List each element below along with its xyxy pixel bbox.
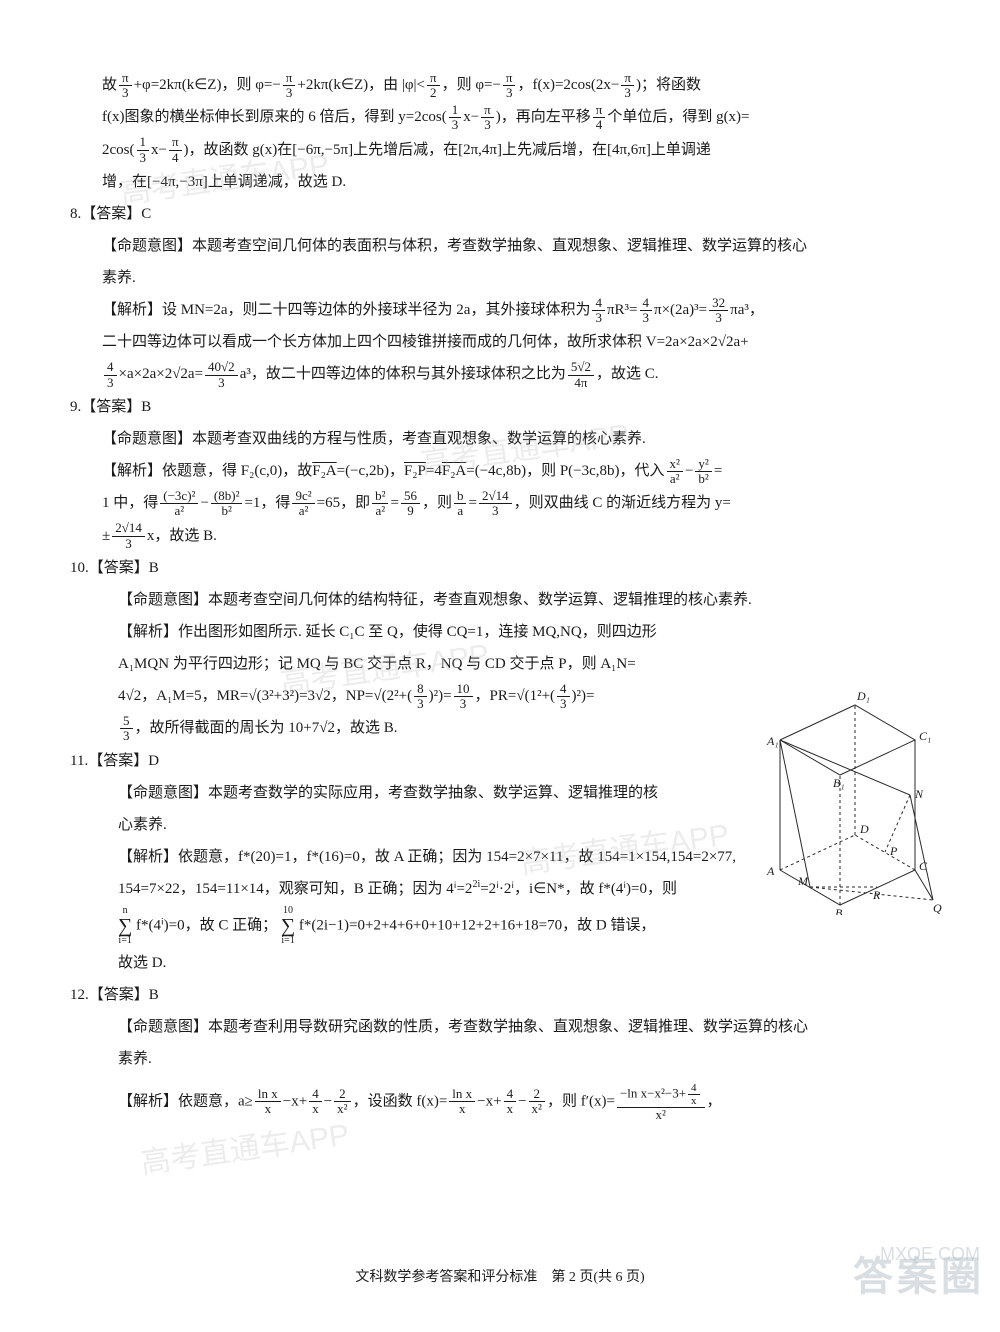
q10-intent: 【命题意图】本题考查空间几何体的结构特征，考查直观想象、数学运算、逻辑推理的核心… [70,585,940,615]
q7-line4: 增，在[−4π,−3π]上单调递减，故选 D. [70,167,940,197]
q9-l3: ±2√143x，故选 B. [70,521,940,551]
svg-text:R: R [872,888,881,902]
q8-l3: 43×a×2a×2√2a=40√23a³，故二十四等边体的体积与其外接球体积之比… [70,359,940,389]
svg-text:P: P [889,844,898,858]
q9-intent: 【命题意图】本题考查双曲线的方程与性质，考查直观想象、数学运算的核心素养. [70,424,940,454]
svg-text:M: M [797,874,809,888]
q10-l1: 【解析】作出图形如图所示. 延长 C₁C 至 Q，使得 CQ=1，连接 MQ,N… [70,617,940,647]
svg-text:A: A [766,864,775,878]
q8-l2: 二十四等边体可以看成一个长方体加上四个四棱锥拼接而成的几何体，故所求体积 V=2… [70,327,940,357]
q12-answer: 12.【答案】B [70,980,940,1010]
q7-line2: f(x)图象的横坐标伸长到原来的 6 倍后，得到 y=2cos(13x−π3)，… [70,102,940,132]
svg-text:C₁: C₁ [919,729,931,743]
q8-l1: 【解析】设 MN=2a，则二十四等边体的外接球半径为 2a，其外接球体积为43π… [70,295,940,325]
svg-text:B₁: B₁ [833,776,845,790]
q9-l2: 1 中，得(−3c)²a²−(8b)²b²=1，得9c²a²=65，即b²a²=… [70,488,940,518]
q12-intent: 【命题意图】本题考查利用导数研究函数的性质，考查数学抽象、直观想象、逻辑推理、数… [70,1012,940,1042]
q12-intent2: 素养. [70,1044,940,1074]
q8-intent2: 素养. [70,263,940,293]
q9-l1: 【解析】依题意，得 F₂(c,0)，故F₂A=(−c,2b)，F₂P=4F₂A=… [70,456,940,486]
q8-answer: 8.【答案】C [70,199,940,229]
svg-text:C: C [919,859,928,873]
q12-l1: 【解析】依题意，a≥ln xx−x+4x−2x²，设函数 f(x)=ln xx−… [70,1082,940,1122]
svg-text:D₁: D₁ [856,689,870,703]
q9-answer: 9.【答案】B [70,392,940,422]
svg-text:N: N [914,787,924,801]
q7-line1: 故π3+φ=2kπ(k∈Z)，则 φ=−π3+2kπ(k∈Z)，由 |φ|<π2… [70,70,940,100]
page-content: 故π3+φ=2kπ(k∈Z)，则 φ=−π3+2kπ(k∈Z)，由 |φ|<π2… [70,70,940,1122]
q7-line3: 2cos(13x−π4)，故函数 g(x)在[−6π,−5π]上先增后减，在[2… [70,135,940,165]
svg-text:B: B [835,906,843,915]
q10-l2: A₁MQN 为平行四边形；记 MQ 与 BC 交于点 R，NQ 与 CD 交于点… [70,649,940,679]
page-footer: 文科数学参考答案和评分标准 第 2 页(共 6 页) [0,1264,1000,1292]
q10-answer: 10.【答案】B [70,553,940,583]
q10-diagram: A₁ B₁ C₁ D₁ A B C D M N P Q R [765,685,945,915]
q11-l4: 故选 D. [70,948,940,978]
svg-text:A₁: A₁ [766,734,779,748]
svg-text:Q: Q [933,901,942,915]
q8-intent: 【命题意图】本题考查空间几何体的表面积与体积，考查数学抽象、直观想象、逻辑推理、… [70,231,940,261]
svg-text:D: D [859,822,869,836]
